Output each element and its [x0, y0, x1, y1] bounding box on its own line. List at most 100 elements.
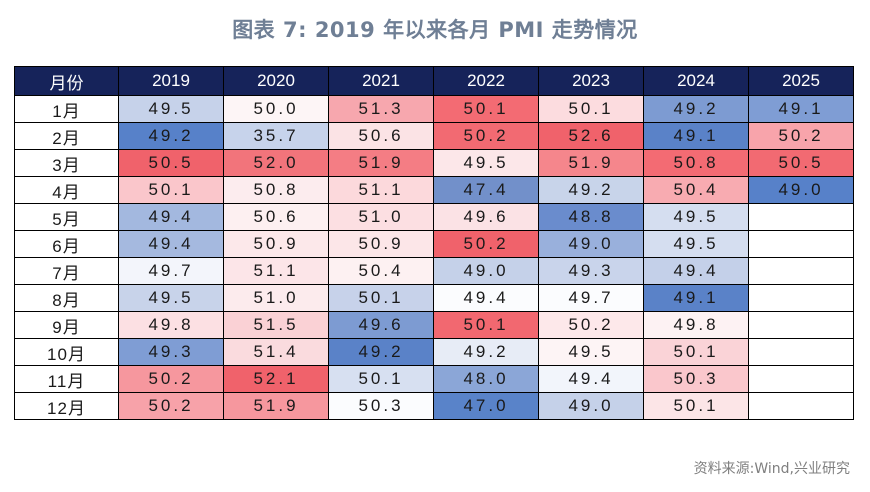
pmi-value-cell: 51.0 [328, 203, 434, 231]
pmi-value-cell: 50.6 [223, 203, 329, 231]
pmi-value-cell: 49.6 [433, 203, 539, 231]
pmi-value-cell: 49.2 [328, 338, 434, 366]
pmi-value-cell: 49.5 [433, 149, 539, 177]
pmi-value-cell: 47.0 [433, 392, 539, 420]
pmi-value-cell: 49.4 [538, 365, 644, 393]
pmi-value-cell: 49.8 [118, 311, 224, 339]
pmi-value-cell: 50.2 [118, 392, 224, 420]
pmi-value-cell: 49.4 [433, 284, 539, 312]
table-row: 4月 50.1 50.8 51.1 47.4 49.2 50.4 49.0 [14, 176, 854, 204]
pmi-value-cell: 49.0 [538, 230, 644, 258]
pmi-value-cell: 50.5 [118, 149, 224, 177]
pmi-value-cell: 51.1 [328, 176, 434, 204]
pmi-value-cell: 49.2 [433, 338, 539, 366]
table-row: 6月 49.4 50.9 50.9 50.2 49.0 49.5 [14, 230, 854, 258]
header-year: 2022 [433, 66, 539, 96]
pmi-value-cell: 50.1 [433, 311, 539, 339]
pmi-value-cell: 49.5 [643, 203, 749, 231]
pmi-value-cell: 48.0 [433, 365, 539, 393]
table-row: 1月 49.5 50.0 51.3 50.1 50.1 49.2 49.1 [14, 95, 854, 123]
pmi-value-cell: 51.4 [223, 338, 329, 366]
pmi-value-cell: 50.2 [118, 365, 224, 393]
pmi-value-cell: 51.9 [223, 392, 329, 420]
month-cell: 12月 [14, 392, 119, 420]
pmi-value-cell: 50.2 [433, 230, 539, 258]
header-year: 2025 [748, 66, 854, 96]
pmi-value-cell: 49.5 [118, 95, 224, 123]
pmi-value-cell: 50.4 [643, 176, 749, 204]
header-month: 月份 [14, 66, 119, 96]
month-cell: 6月 [14, 230, 119, 258]
pmi-value-cell: 49.4 [118, 230, 224, 258]
pmi-value-cell: 49.2 [643, 95, 749, 123]
pmi-value-cell: 49.2 [538, 176, 644, 204]
header-row: 月份 2019 2020 2021 2022 2023 2024 2025 [14, 66, 854, 96]
header-year: 2023 [538, 66, 644, 96]
pmi-value-cell: 49.3 [118, 338, 224, 366]
pmi-value-cell: 49.1 [643, 284, 749, 312]
pmi-value-cell: 49.2 [118, 122, 224, 150]
table-row: 7月 49.7 51.1 50.4 49.0 49.3 49.4 [14, 257, 854, 285]
header-year: 2024 [643, 66, 749, 96]
month-cell: 11月 [14, 365, 119, 393]
pmi-value-cell: 47.4 [433, 176, 539, 204]
pmi-value-cell: 50.2 [748, 122, 854, 150]
pmi-value-cell: 48.8 [538, 203, 644, 231]
pmi-value-cell [748, 284, 854, 312]
pmi-value-cell: 50.1 [643, 338, 749, 366]
pmi-value-cell: 50.1 [433, 95, 539, 123]
pmi-value-cell: 51.9 [538, 149, 644, 177]
pmi-value-cell: 52.1 [223, 365, 329, 393]
pmi-value-cell: 50.8 [643, 149, 749, 177]
month-cell: 3月 [14, 149, 119, 177]
pmi-value-cell: 50.2 [433, 122, 539, 150]
table-row: 2月 49.2 35.7 50.6 50.2 52.6 49.1 50.2 [14, 122, 854, 150]
pmi-value-cell [748, 230, 854, 258]
pmi-value-cell: 50.3 [643, 365, 749, 393]
pmi-value-cell: 49.7 [118, 257, 224, 285]
chart-title: 图表 7: 2019 年以来各月 PMI 走势情况 [232, 18, 638, 42]
pmi-value-cell: 50.2 [538, 311, 644, 339]
pmi-value-cell: 49.0 [748, 176, 854, 204]
pmi-value-cell: 49.5 [118, 284, 224, 312]
pmi-value-cell: 50.1 [118, 176, 224, 204]
pmi-value-cell: 49.6 [328, 311, 434, 339]
pmi-value-cell [748, 203, 854, 231]
pmi-value-cell: 50.5 [748, 149, 854, 177]
pmi-value-cell: 50.4 [328, 257, 434, 285]
pmi-value-cell: 51.9 [328, 149, 434, 177]
pmi-value-cell: 52.0 [223, 149, 329, 177]
month-cell: 4月 [14, 176, 119, 204]
pmi-value-cell [748, 365, 854, 393]
pmi-value-cell: 49.5 [538, 338, 644, 366]
pmi-value-cell: 50.9 [328, 230, 434, 258]
month-cell: 7月 [14, 257, 119, 285]
pmi-value-cell: 51.3 [328, 95, 434, 123]
pmi-value-cell: 49.3 [538, 257, 644, 285]
pmi-value-cell: 50.1 [328, 284, 434, 312]
table-row: 11月 50.2 52.1 50.1 48.0 49.4 50.3 [14, 365, 854, 393]
pmi-value-cell: 49.7 [538, 284, 644, 312]
pmi-value-cell: 49.8 [643, 311, 749, 339]
table-row: 10月 49.3 51.4 49.2 49.2 49.5 50.1 [14, 338, 854, 366]
pmi-value-cell: 49.5 [643, 230, 749, 258]
pmi-value-cell: 49.0 [433, 257, 539, 285]
pmi-value-cell: 50.9 [223, 230, 329, 258]
source-note: 资料来源:Wind,兴业研究 [693, 461, 850, 477]
pmi-value-cell: 51.5 [223, 311, 329, 339]
month-cell: 5月 [14, 203, 119, 231]
pmi-value-cell: 49.4 [118, 203, 224, 231]
pmi-value-cell: 51.1 [223, 257, 329, 285]
table-row: 9月 49.8 51.5 49.6 50.1 50.2 49.8 [14, 311, 854, 339]
pmi-value-cell: 50.1 [538, 95, 644, 123]
header-year: 2020 [223, 66, 329, 96]
month-cell: 10月 [14, 338, 119, 366]
pmi-value-cell: 50.3 [328, 392, 434, 420]
table-row: 5月 49.4 50.6 51.0 49.6 48.8 49.5 [14, 203, 854, 231]
month-cell: 9月 [14, 311, 119, 339]
pmi-value-cell: 50.1 [643, 392, 749, 420]
pmi-value-cell: 49.1 [643, 122, 749, 150]
pmi-value-cell: 35.7 [223, 122, 329, 150]
pmi-value-cell [748, 257, 854, 285]
pmi-value-cell: 49.0 [538, 392, 644, 420]
